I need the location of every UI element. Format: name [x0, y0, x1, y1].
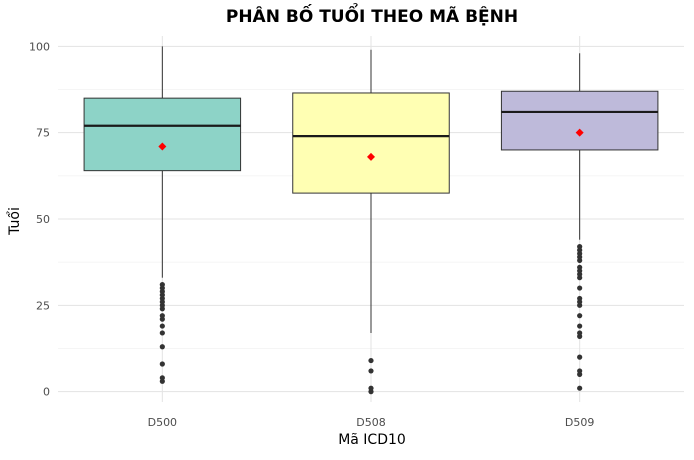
y-tick-label: 25 [36, 299, 50, 312]
mean-marker [158, 142, 167, 151]
outlier-point [577, 285, 583, 291]
y-tick-label: 75 [36, 127, 50, 140]
x-tick-label: D508 [356, 416, 385, 429]
outlier-point [577, 323, 583, 329]
y-axis-title: Tuổi [6, 207, 23, 236]
outlier-point [368, 385, 374, 391]
iqr-box [500, 90, 659, 151]
outlier-point [159, 313, 165, 319]
box-group-d509 [500, 53, 659, 391]
y-tick-label: 0 [43, 386, 50, 399]
outlier-point [159, 361, 165, 367]
mean-marker [367, 152, 375, 161]
outlier-point [577, 244, 583, 250]
x-tick-label: D500 [148, 416, 177, 429]
outlier-point [577, 368, 583, 374]
iqr-box [83, 97, 242, 172]
outlier-point [159, 330, 165, 336]
outlier-point [577, 330, 583, 336]
y-tick-label: 50 [36, 213, 50, 226]
outlier-point [577, 264, 583, 270]
outlier-point [368, 357, 374, 364]
iqr-box [292, 92, 450, 194]
chart-title: PHÂN BỐ TUỔI THEO MÃ BỆNH [226, 2, 518, 27]
outlier-point [577, 313, 583, 319]
outlier-point [368, 368, 374, 374]
outlier-point [159, 375, 165, 381]
x-axis-title: Mã ICD10 [338, 432, 406, 448]
outlier-point [577, 354, 583, 360]
axis-layer: 0 25 50 75 100 D500 D508 D509 [29, 40, 594, 429]
outlier-point [159, 323, 165, 329]
box-layer [83, 46, 659, 395]
outlier-point [577, 385, 583, 391]
outlier-point [577, 295, 583, 302]
outlier-point [159, 282, 165, 288]
box-group-d500 [83, 46, 242, 384]
y-tick-label: 100 [29, 40, 50, 53]
box-group-d508 [292, 49, 450, 395]
mean-marker [575, 128, 584, 137]
outlier-point [159, 344, 165, 350]
x-tick-label: D509 [565, 416, 594, 429]
